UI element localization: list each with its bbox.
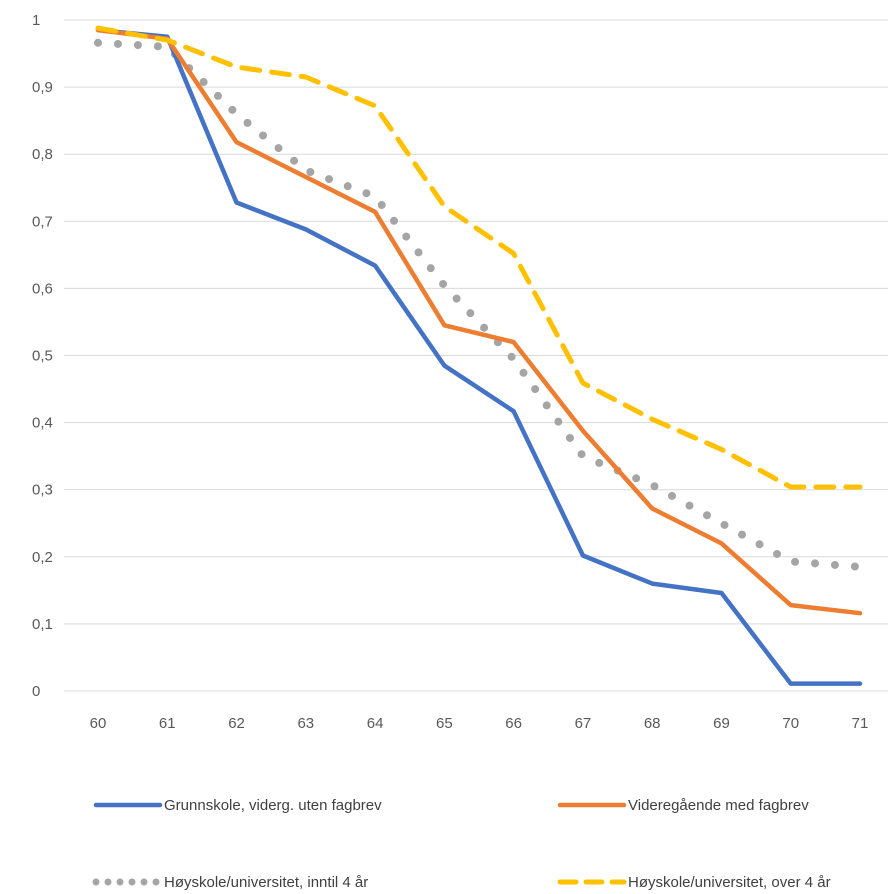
- series-lines: [94, 25, 864, 686]
- y-tick-label: 0: [32, 683, 40, 700]
- y-axis-labels: 0 0,1 0,2 0,3 0,4 0,5 0,6 0,7 0,8 0,9 1: [32, 12, 53, 700]
- series-line-3: [94, 38, 864, 571]
- x-tick-label: 60: [90, 715, 107, 732]
- y-tick-label: 0,4: [32, 415, 53, 432]
- y-tick-label: 0,5: [32, 348, 53, 365]
- x-tick-label: 67: [575, 715, 592, 732]
- legend-item-1: Grunnskole, viderg. uten fagbrev: [93, 797, 382, 814]
- x-tick-label: 71: [852, 715, 869, 732]
- x-tick-label: 64: [367, 715, 384, 732]
- x-tick-label: 61: [159, 715, 176, 732]
- x-tick-label: 69: [713, 715, 730, 732]
- y-tick-label: 0,7: [32, 213, 53, 230]
- legend-label: Videregående med fagbrev: [628, 797, 809, 814]
- gridlines: [64, 19, 888, 692]
- legend-label: Høyskole/universitet, inntil 4 år: [164, 874, 368, 891]
- x-axis-labels: 60 61 62 63 64 65 66 67 68 69 70 71: [90, 715, 869, 732]
- legend-item-4: Høyskole/universitet, over 4 år: [557, 874, 831, 891]
- y-tick-label: 0,6: [32, 280, 53, 297]
- series-line-1: [95, 27, 863, 686]
- x-tick-label: 65: [436, 715, 453, 732]
- y-tick-label: 0,9: [32, 79, 53, 96]
- y-tick-label: 0,8: [32, 146, 53, 163]
- y-tick-label: 0,2: [32, 549, 53, 566]
- y-tick-label: 0,1: [32, 616, 53, 633]
- x-tick-label: 62: [228, 715, 245, 732]
- series-line-4: [95, 25, 863, 490]
- legend-label: Grunnskole, viderg. uten fagbrev: [164, 797, 382, 814]
- x-tick-label: 70: [782, 715, 799, 732]
- legend-item-3: Høyskole/universitet, inntil 4 år: [92, 874, 368, 891]
- x-tick-label: 68: [644, 715, 661, 732]
- legend-item-2: Videregående med fagbrev: [557, 797, 809, 814]
- legend: Grunnskole, viderg. uten fagbrev Videregå…: [92, 797, 831, 891]
- y-tick-label: 1: [32, 12, 40, 29]
- x-tick-label: 66: [505, 715, 522, 732]
- y-tick-label: 0,3: [32, 482, 53, 499]
- series-line-2: [95, 27, 863, 616]
- x-tick-label: 63: [297, 715, 314, 732]
- legend-label: Høyskole/universitet, over 4 år: [628, 874, 831, 891]
